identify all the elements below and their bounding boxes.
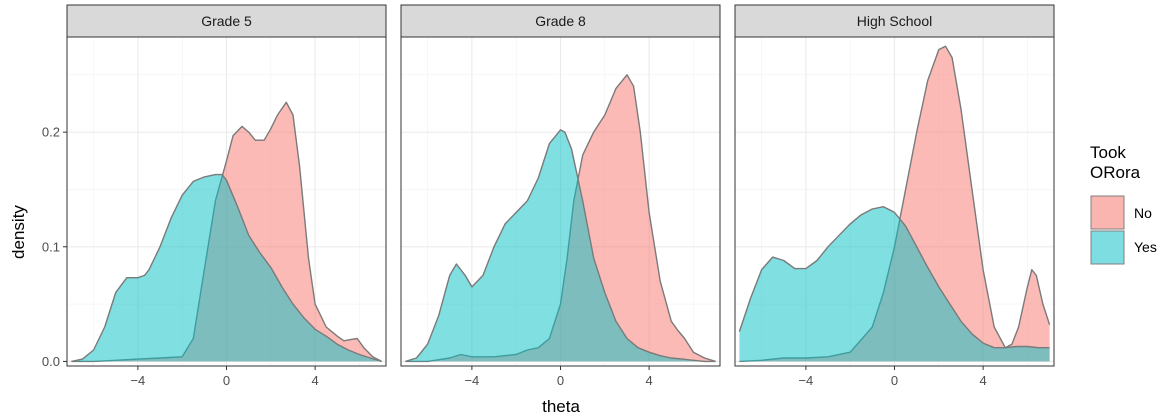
y-tick-label: 0.0 xyxy=(42,354,60,369)
y-tick-label: 0.1 xyxy=(42,239,60,254)
legend-title-line-1: Took xyxy=(1090,143,1126,162)
density-area-no xyxy=(405,74,716,362)
density-areas xyxy=(71,101,382,363)
legend-key-yes xyxy=(1090,230,1125,265)
facet-strip-label: Grade 5 xyxy=(201,13,252,29)
legend-label-yes: Yes xyxy=(1134,239,1157,255)
x-tick-label: −4 xyxy=(130,373,145,388)
density-area-yes xyxy=(405,129,716,362)
x-tick-label: 0 xyxy=(223,373,230,388)
x-tick-label: −4 xyxy=(798,373,813,388)
density-area-yes xyxy=(71,174,382,362)
density-areas xyxy=(405,74,716,363)
density-line-yes xyxy=(738,206,1050,349)
legend-label-no: No xyxy=(1134,205,1152,221)
facet-panel-grade-5: Grade 5 −4 0 4 xyxy=(66,4,387,388)
facet-panel-grade-8: Grade 8 −4 0 4 xyxy=(400,4,721,388)
y-axis: 0.0 0.1 0.2 xyxy=(42,125,67,369)
legend: Took ORora No Yes xyxy=(1090,143,1157,265)
facet-panel-high-school: High School −4 0 4 xyxy=(734,4,1055,388)
x-tick-label: 4 xyxy=(645,373,652,388)
x-tick-label: 4 xyxy=(979,373,986,388)
facet-strip xyxy=(400,4,721,38)
density-line-yes xyxy=(405,129,716,363)
x-tick-label: 0 xyxy=(557,373,564,388)
facet-panels: Grade 5 −4 0 4 Grade 8 −4 0 4 High School −4 0 4 xyxy=(66,4,1055,388)
density-line-yes xyxy=(71,173,382,363)
y-axis-title: density xyxy=(9,205,28,259)
y-tick-label: 0.2 xyxy=(42,125,60,140)
legend-title-line-2: ORora xyxy=(1090,163,1141,182)
x-tick-label: 0 xyxy=(891,373,898,388)
density-areas xyxy=(738,45,1051,363)
legend-key-no xyxy=(1090,195,1125,230)
facet-strip-label: High School xyxy=(857,13,933,29)
facet-strip xyxy=(66,4,387,38)
density-area-no xyxy=(739,46,1050,362)
x-tick-label: −4 xyxy=(464,373,479,388)
x-axis-title: theta xyxy=(542,397,580,416)
x-tick-label: 4 xyxy=(311,373,318,388)
facet-strip-label: Grade 8 xyxy=(535,13,586,29)
density-area-yes xyxy=(739,206,1050,362)
